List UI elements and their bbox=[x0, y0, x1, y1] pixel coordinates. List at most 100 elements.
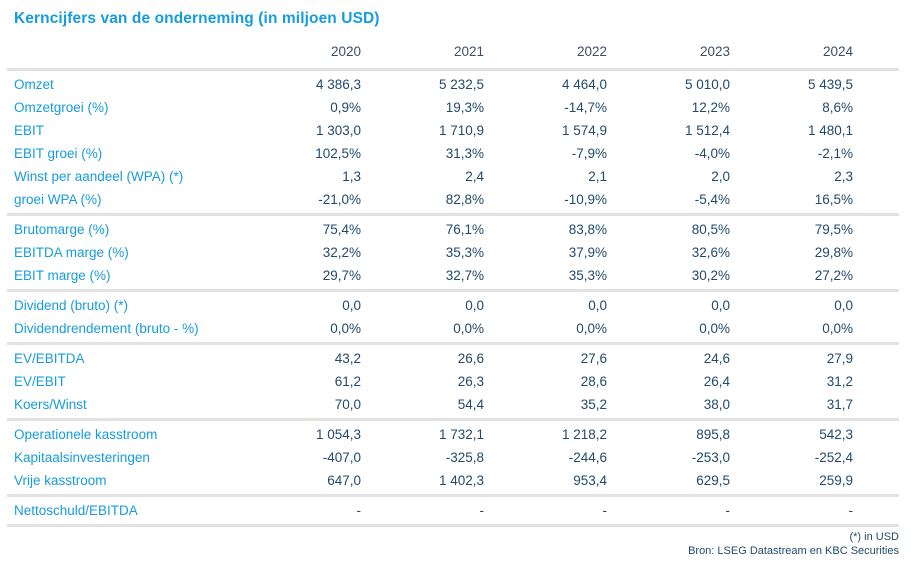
table-row: Omzet 4 386,3 5 232,5 4 464,0 5 010,0 5 439,5 bbox=[7, 73, 899, 96]
section-separator bbox=[7, 494, 899, 497]
table-row: EBIT groei (%) 102,5% 31,3% -7,9% -4,0% -2,1% bbox=[7, 142, 899, 165]
value-cell: 83,8% bbox=[568, 222, 607, 237]
table-row: groei WPA (%) -21,0% 82,8% -10,9% -5,4% 16,5% bbox=[7, 188, 899, 211]
value-cell: 31,2 bbox=[826, 374, 853, 389]
table-row: Nettoschuld/EBITDA - - - - - bbox=[7, 499, 899, 522]
value-cell: -14,7% bbox=[564, 100, 607, 115]
row-label: Brutomarge (%) bbox=[14, 221, 110, 237]
footnotes: (*) in USD Bron: LSEG Datastream en KBC … bbox=[7, 530, 899, 558]
row-label: Vrije kasstroom bbox=[14, 472, 107, 488]
row-label: Winst per aandeel (WPA) (*) bbox=[14, 168, 184, 184]
value-cell: 32,7% bbox=[445, 268, 484, 283]
value-cell: 0,0 bbox=[834, 298, 853, 313]
table-row: Dividendrendement (bruto - %) 0,0% 0,0% 0,0… bbox=[7, 317, 899, 340]
value-cell: 0,0% bbox=[699, 321, 730, 336]
value-cell: 2,1 bbox=[588, 169, 607, 184]
row-label: Kapitaalsinvesteringen bbox=[14, 449, 150, 465]
value-cell: -10,9% bbox=[564, 192, 607, 207]
header-separator bbox=[7, 68, 899, 71]
value-cell: 29,8% bbox=[814, 245, 853, 260]
value-cell: 19,3% bbox=[445, 100, 484, 115]
row-label: Dividendrendement (bruto - %) bbox=[14, 320, 199, 336]
value-cell: 647,0 bbox=[327, 473, 361, 488]
value-cell: 43,2 bbox=[334, 351, 361, 366]
value-cell: 38,0 bbox=[703, 397, 730, 412]
table-row: Vrije kasstroom 647,0 1 402,3 953,4 629,5 259… bbox=[7, 469, 899, 492]
value-cell: 1 710,9 bbox=[438, 123, 484, 138]
value-cell: 16,5% bbox=[814, 192, 853, 207]
value-cell: 4 464,0 bbox=[561, 77, 607, 92]
value-cell: 4 386,3 bbox=[315, 77, 361, 92]
footer-separator bbox=[7, 524, 899, 527]
key-figures-panel: Kerncijfers van de onderneming (in miljo… bbox=[7, 10, 899, 558]
value-cell: 37,9% bbox=[568, 245, 607, 260]
value-cell: 2,3 bbox=[834, 169, 853, 184]
row-label: Koers/Winst bbox=[14, 396, 87, 412]
value-cell: - bbox=[602, 503, 608, 518]
value-cell: 1 480,1 bbox=[807, 123, 853, 138]
value-cell: 1 303,0 bbox=[315, 123, 361, 138]
row-label: Omzet bbox=[14, 76, 54, 92]
value-cell: 35,3% bbox=[568, 268, 607, 283]
table-row: EBIT marge (%) 29,7% 32,7% 35,3% 30,2% 27,2% bbox=[7, 264, 899, 287]
value-cell: 61,2 bbox=[334, 374, 361, 389]
value-cell: - bbox=[848, 503, 854, 518]
value-cell: 1 054,3 bbox=[315, 427, 361, 442]
value-cell: - bbox=[356, 503, 362, 518]
table-body: Omzet 4 386,3 5 232,5 4 464,0 5 010,0 5 439,5… bbox=[7, 73, 899, 522]
value-cell: 35,2 bbox=[580, 397, 607, 412]
value-cell: 1 574,9 bbox=[561, 123, 607, 138]
row-label: EV/EBIT bbox=[14, 373, 66, 389]
row-label: EBIT marge (%) bbox=[14, 267, 111, 283]
value-cell: 5 439,5 bbox=[807, 77, 853, 92]
value-cell: -5,4% bbox=[694, 192, 730, 207]
row-label: EV/EBITDA bbox=[14, 350, 85, 366]
value-cell: 75,4% bbox=[322, 222, 361, 237]
year-header-row: 2020 2021 2022 2023 2024 bbox=[7, 40, 899, 66]
year-column-header: 2022 bbox=[576, 44, 607, 59]
value-cell: 26,6 bbox=[457, 351, 484, 366]
value-cell: 0,0% bbox=[330, 321, 361, 336]
value-cell: 80,5% bbox=[691, 222, 730, 237]
value-cell: 0,0 bbox=[465, 298, 484, 313]
value-cell: 542,3 bbox=[819, 427, 853, 442]
value-cell: -2,1% bbox=[817, 146, 853, 161]
section-separator bbox=[7, 213, 899, 216]
value-cell: 2,4 bbox=[465, 169, 484, 184]
value-cell: 0,0 bbox=[588, 298, 607, 313]
row-label: groei WPA (%) bbox=[14, 191, 102, 207]
value-cell: 35,3% bbox=[445, 245, 484, 260]
value-cell: 2,0 bbox=[711, 169, 730, 184]
value-cell: 5 010,0 bbox=[684, 77, 730, 92]
row-label: EBIT groei (%) bbox=[14, 145, 103, 161]
value-cell: 0,0% bbox=[822, 321, 853, 336]
value-cell: 31,7 bbox=[826, 397, 853, 412]
year-column-header: 2024 bbox=[822, 44, 853, 59]
value-cell: -4,0% bbox=[694, 146, 730, 161]
value-cell: 0,0 bbox=[342, 298, 361, 313]
value-cell: 0,0 bbox=[711, 298, 730, 313]
table-row: EBITDA marge (%) 32,2% 35,3% 37,9% 32,6% 29,8… bbox=[7, 241, 899, 264]
value-cell: 0,0% bbox=[453, 321, 484, 336]
row-label: Dividend (bruto) (*) bbox=[14, 297, 129, 313]
value-cell: 1,3 bbox=[342, 169, 361, 184]
value-cell: 0,0% bbox=[576, 321, 607, 336]
year-column-header: 2021 bbox=[453, 44, 484, 59]
value-cell: -7,9% bbox=[571, 146, 607, 161]
value-cell: -252,4 bbox=[814, 450, 853, 465]
value-cell: 70,0 bbox=[334, 397, 361, 412]
value-cell: 79,5% bbox=[814, 222, 853, 237]
value-cell: - bbox=[725, 503, 731, 518]
value-cell: 895,8 bbox=[696, 427, 730, 442]
value-cell: 953,4 bbox=[573, 473, 607, 488]
value-cell: 0,9% bbox=[330, 100, 361, 115]
value-cell: 8,6% bbox=[822, 100, 853, 115]
table-row: Kapitaalsinvesteringen -407,0 -325,8 -244,6… bbox=[7, 446, 899, 469]
value-cell: 5 232,5 bbox=[438, 77, 484, 92]
value-cell: 1 732,1 bbox=[438, 427, 484, 442]
value-cell: 30,2% bbox=[691, 268, 730, 283]
page-title: Kerncijfers van de onderneming (in miljo… bbox=[14, 10, 380, 27]
value-cell: 31,3% bbox=[445, 146, 484, 161]
value-cell: 82,8% bbox=[445, 192, 484, 207]
value-cell: 24,6 bbox=[703, 351, 730, 366]
